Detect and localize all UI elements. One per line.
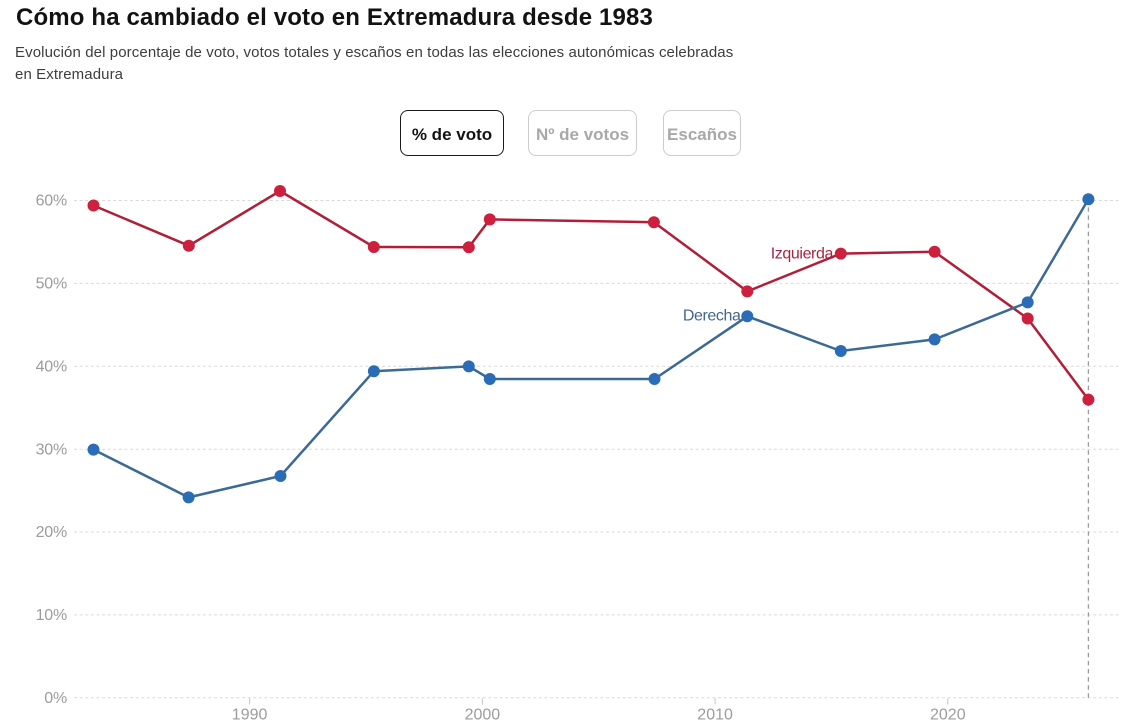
svg-text:0%: 0% xyxy=(44,690,67,707)
svg-text:10%: 10% xyxy=(36,607,67,624)
svg-text:Derecha: Derecha xyxy=(683,308,741,325)
svg-text:2000: 2000 xyxy=(465,707,501,724)
svg-text:Izquierda: Izquierda xyxy=(771,246,834,263)
svg-text:2020: 2020 xyxy=(930,707,966,724)
svg-text:50%: 50% xyxy=(36,276,67,293)
svg-text:60%: 60% xyxy=(36,193,67,210)
svg-text:2010: 2010 xyxy=(697,707,733,724)
svg-text:40%: 40% xyxy=(36,358,67,375)
svg-text:1990: 1990 xyxy=(232,707,268,724)
svg-text:20%: 20% xyxy=(36,524,67,541)
svg-text:30%: 30% xyxy=(36,441,67,458)
